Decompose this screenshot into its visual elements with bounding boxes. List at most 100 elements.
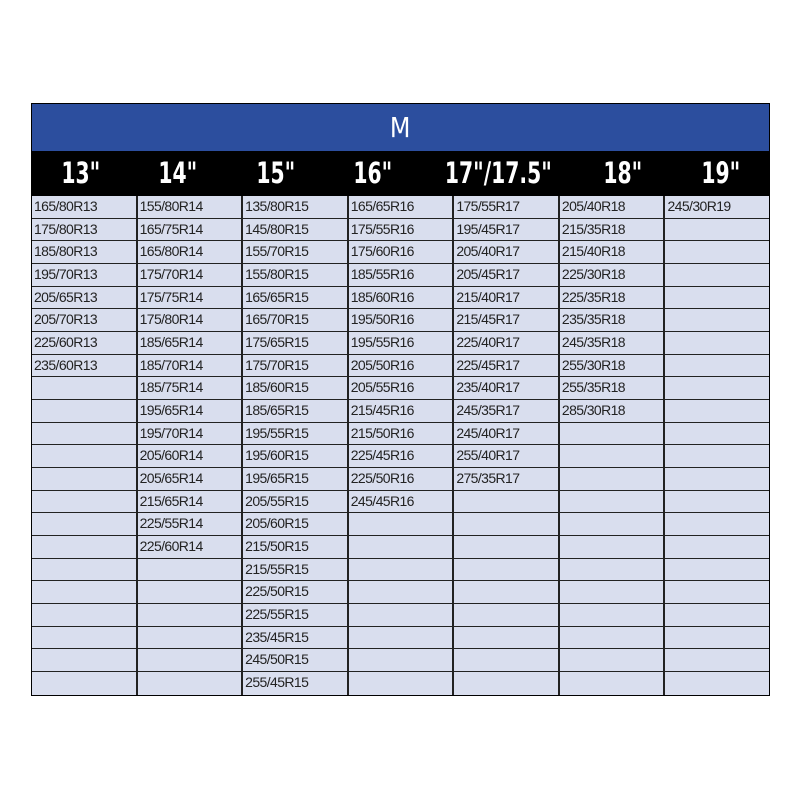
table-cell: 205/60R15: [243, 513, 347, 537]
table-cell: [348, 672, 453, 695]
table-cell: 215/40R17: [454, 286, 558, 310]
table-cell: 225/40R17: [454, 332, 558, 355]
table-cell: [454, 649, 558, 673]
table-cell: 155/70R15: [243, 241, 347, 265]
table-cell: 175/70R15: [243, 354, 347, 378]
table-column: 245/30R19: [663, 196, 770, 695]
table-title: M: [32, 104, 769, 151]
table-cell: [665, 400, 770, 423]
table-cell: 185/65R15: [243, 400, 347, 423]
table-cell: [665, 536, 770, 559]
table-cell: [559, 626, 664, 650]
table-cell: 195/50R16: [348, 309, 453, 333]
table-cell: 165/70R15: [243, 309, 347, 333]
table-cell: [348, 649, 453, 673]
table-cell: 205/60R14: [137, 445, 242, 469]
table-cell: [32, 672, 136, 695]
table-column: 155/80R14 165/75R14 165/80R14 175/70R14 175/…: [135, 196, 242, 695]
table-cell: [665, 422, 770, 446]
table-cell: [32, 558, 136, 582]
table-cell: [559, 558, 664, 582]
table-cell: 255/35R18: [559, 377, 664, 401]
column-header: 15": [227, 151, 324, 196]
table-cell: 185/80R13: [32, 241, 136, 265]
column-header-text: 15": [256, 156, 295, 190]
table-cell: 225/60R14: [137, 536, 242, 559]
table-cell: [32, 490, 136, 514]
table-cell: 155/80R15: [243, 264, 347, 287]
table-cell: [665, 649, 770, 673]
table-cell: [665, 558, 770, 582]
table-cell: 205/65R13: [32, 286, 136, 310]
table-cell: 285/30R18: [559, 400, 664, 423]
table-column: 175/55R17 195/45R17 205/40R17 205/45R17 215/…: [452, 196, 558, 695]
table-cell: [348, 513, 453, 537]
column-header-text: 14": [158, 156, 198, 190]
table-cell: [454, 604, 558, 627]
table-cell: 165/65R15: [243, 286, 347, 310]
table-cell: [32, 604, 136, 627]
table-cell: 185/75R14: [137, 377, 242, 401]
table-cell: 195/55R16: [348, 332, 453, 355]
column-header: 13": [32, 151, 129, 196]
table-cell: [559, 513, 664, 537]
table-cell: [137, 581, 242, 605]
table-cell: 225/50R15: [243, 581, 347, 605]
table-cell: [137, 626, 242, 650]
column-header-text: 17"/17.5": [444, 156, 552, 190]
column-header-text: 13": [61, 156, 101, 190]
table-cell: [665, 604, 770, 627]
table-cell: 215/65R14: [137, 490, 242, 514]
table-cell: 215/50R15: [243, 536, 347, 559]
table-cell: 195/70R13: [32, 264, 136, 287]
table-cell: 275/35R17: [454, 468, 558, 491]
table-cell: [559, 490, 664, 514]
table-cell: 225/35R18: [559, 286, 664, 310]
table-cell: 175/55R17: [454, 196, 558, 219]
column-header: 18": [574, 151, 671, 196]
table-cell: [137, 672, 242, 695]
table-cell: [665, 445, 770, 469]
table-cell: 185/60R16: [348, 286, 453, 310]
table-cell: [348, 626, 453, 650]
table-cell: [665, 377, 770, 401]
table-cell: 205/40R17: [454, 241, 558, 265]
table-cell: 205/65R14: [137, 468, 242, 491]
table-column: 165/65R16 175/55R16 175/60R16 185/55R16 185/…: [346, 196, 453, 695]
table-cell: [348, 558, 453, 582]
table-cell: 155/80R14: [137, 196, 242, 219]
table-cell: 205/50R16: [348, 354, 453, 378]
table-cell: 195/65R14: [137, 400, 242, 423]
table-cell: [32, 513, 136, 537]
table-cell: 205/45R17: [454, 264, 558, 287]
table-cell: 195/45R17: [454, 218, 558, 242]
table-cell: [665, 218, 770, 242]
column-header: 17"/17.5": [422, 151, 575, 196]
table-cell: [559, 604, 664, 627]
table-cell: 185/70R14: [137, 354, 242, 378]
table-cell: 165/65R16: [348, 196, 453, 219]
table-cell: [32, 649, 136, 673]
tire-size-table: M 13" 14" 15" 16" 17"/17.5" 18" 19" 165/80R13 1…: [31, 103, 770, 696]
table-cell: [137, 558, 242, 582]
table-cell: [32, 422, 136, 446]
table-cell: 215/45R16: [348, 400, 453, 423]
table-cell: 225/50R16: [348, 468, 453, 491]
column-header: 14": [129, 151, 226, 196]
table-cell: 185/55R16: [348, 264, 453, 287]
table-cell: 175/80R13: [32, 218, 136, 242]
column-header-text: 16": [353, 156, 393, 190]
header-row: 13" 14" 15" 16" 17"/17.5" 18" 19": [32, 151, 769, 196]
table-cell: [559, 468, 664, 491]
table-cell: [665, 513, 770, 537]
table-cell: 245/35R18: [559, 332, 664, 355]
table-cell: 175/75R14: [137, 286, 242, 310]
table-cell: 195/70R14: [137, 422, 242, 446]
table-cell: 225/45R16: [348, 445, 453, 469]
table-cell: 135/80R15: [243, 196, 347, 219]
table-cell: [32, 468, 136, 491]
table-cell: 175/60R16: [348, 241, 453, 265]
table-cell: 175/55R16: [348, 218, 453, 242]
table-cell: 225/30R18: [559, 264, 664, 287]
table-cell: 255/40R17: [454, 445, 558, 469]
